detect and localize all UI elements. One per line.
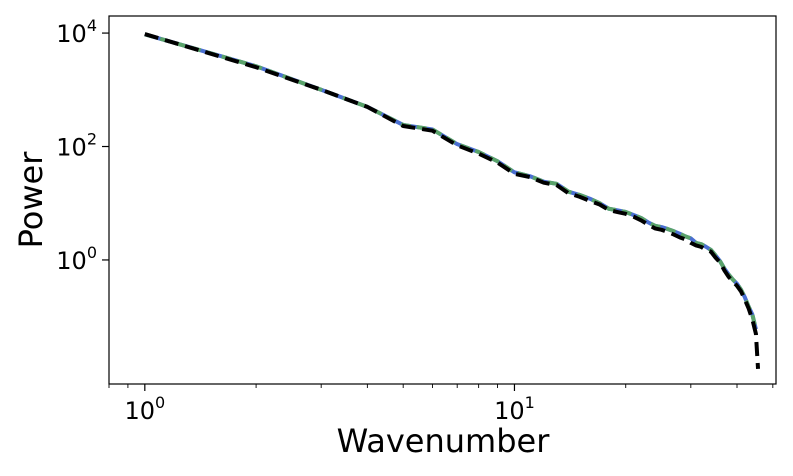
plot-frame bbox=[108, 15, 777, 385]
series-layer bbox=[144, 32, 761, 370]
y-tick-label: 102 bbox=[56, 130, 97, 162]
x-tick-label: 101 bbox=[494, 393, 535, 425]
series-line-1 bbox=[144, 32, 758, 330]
x-axis: 100 101 bbox=[108, 384, 774, 425]
y-tick-label: 100 bbox=[56, 243, 97, 275]
y-axis: 100 102 104 bbox=[56, 16, 109, 275]
y-tick-label: 104 bbox=[56, 16, 97, 48]
series-line-3 bbox=[144, 32, 761, 370]
x-tick-label: 100 bbox=[124, 393, 165, 425]
x-axis-title: Wavenumber bbox=[337, 422, 551, 460]
y-axis-title: Power bbox=[12, 151, 50, 249]
series-line-2 bbox=[144, 32, 758, 330]
